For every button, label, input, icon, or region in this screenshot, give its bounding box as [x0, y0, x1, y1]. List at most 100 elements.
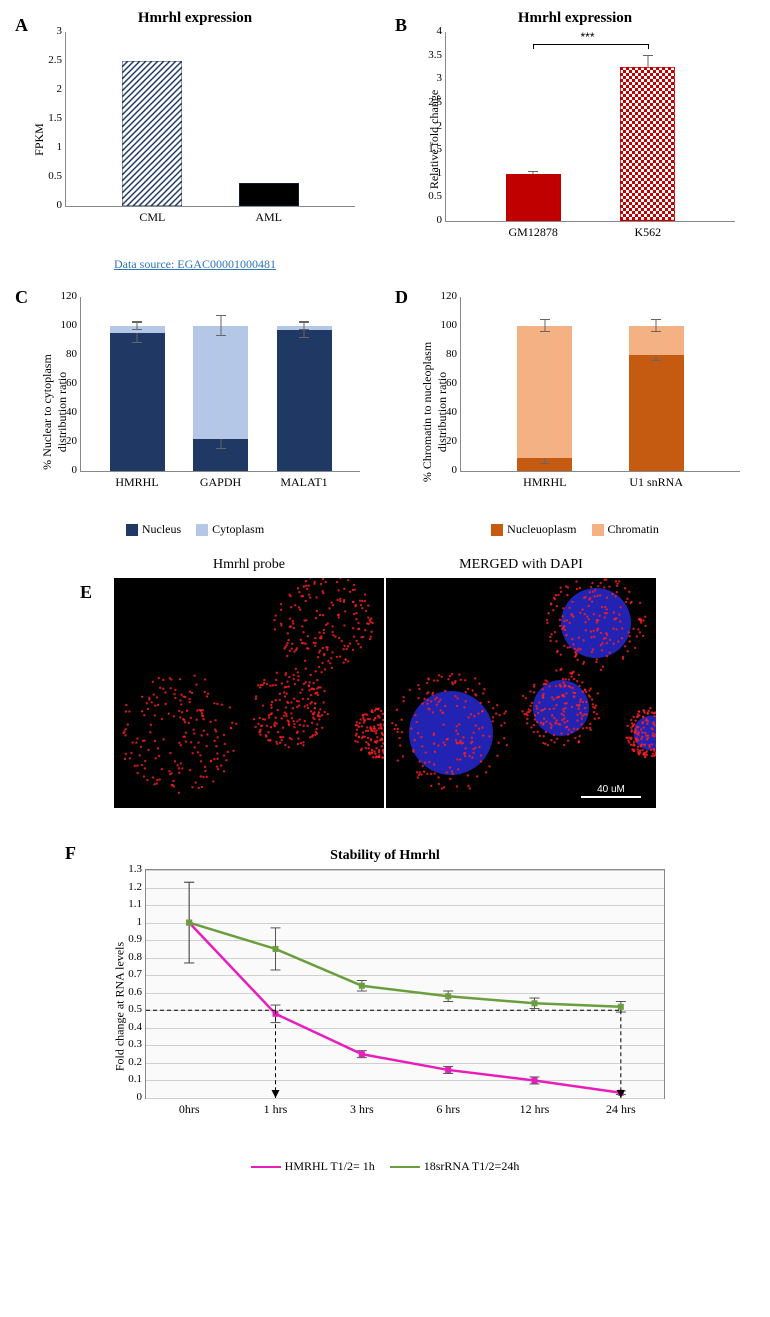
panel-b-label: B: [395, 15, 407, 36]
panel-a-label: A: [15, 15, 28, 36]
xcat: K562: [634, 225, 661, 240]
ytick: 0: [72, 464, 82, 476]
panel-f-plot: 00.10.20.30.40.50.60.70.80.911.11.21.30h…: [145, 869, 665, 1099]
panel-c-chart: % Nuclear to cytoplasm distribution rati…: [80, 297, 360, 497]
legend-item: Nucleuoplasm: [491, 522, 576, 537]
panel-f-title: Stability of Hmrhl: [85, 848, 685, 864]
panel-c-label: C: [15, 287, 28, 308]
panel-a-plot: 00.511.522.53CMLAML: [65, 32, 355, 207]
panel-b-chart: Relative fold change 00.511.522.533.54GM…: [445, 32, 735, 232]
panel-a-chart: FPKM 00.511.522.53CMLAML: [65, 32, 355, 232]
legend-item: Nucleus: [126, 522, 181, 537]
panel-d-label: D: [395, 287, 408, 308]
scalebar-line: [581, 796, 641, 798]
ytick: 0.5: [428, 190, 446, 202]
ytick: 2: [57, 83, 67, 95]
xcat: AML: [255, 210, 282, 225]
ytick: 1: [57, 141, 67, 153]
panel-f-legend: HMRHL T1/2= 1h18srRNA T1/2=24h: [85, 1159, 685, 1174]
panel-a-datasource: Data source: EGAC00001000481: [10, 257, 380, 272]
legend-item: Cytoplasm: [196, 522, 264, 537]
panel-b-plot: 00.511.522.533.54GM12878K562***: [445, 32, 735, 222]
panel-d-plot: 020406080100120HMRHLU1 snRNA: [460, 297, 740, 472]
xcat: GM12878: [508, 225, 557, 240]
microscopy-probe: [114, 578, 384, 808]
line-chart-svg: [146, 870, 664, 1098]
panel-a: A Hmrhl expression FPKM 00.511.522.53CML…: [10, 10, 380, 272]
ytick: 1.5: [428, 143, 446, 155]
ytick: 80: [66, 348, 81, 360]
bar: [122, 61, 182, 206]
xcat: HMRHL: [115, 475, 158, 490]
ytick: 0.9: [128, 933, 146, 945]
ytick: 40: [446, 406, 461, 418]
microscopy-svg: [386, 578, 656, 808]
row-ab: A Hmrhl expression FPKM 00.511.522.53CML…: [10, 10, 760, 272]
xcat: 0hrs: [179, 1102, 200, 1117]
panel-e-images: 40 uM: [10, 578, 760, 808]
bar-segment: [110, 333, 165, 471]
ytick: 4: [437, 25, 447, 37]
significance-stars: ***: [581, 30, 595, 44]
ytick: 0.4: [128, 1021, 146, 1033]
bar-segment: [517, 326, 572, 458]
ytick: 2.5: [428, 96, 446, 108]
ytick: 2.5: [48, 54, 66, 66]
xcat: HMRHL: [523, 475, 566, 490]
ytick: 0: [57, 199, 67, 211]
ytick: 1.2: [128, 881, 146, 893]
bar-segment: [629, 355, 684, 471]
xcat: GAPDH: [200, 475, 241, 490]
ytick: 3: [57, 25, 67, 37]
microscopy-merged: 40 uM: [386, 578, 656, 808]
ytick: 0.5: [128, 1003, 146, 1015]
ytick: 0.5: [48, 170, 66, 182]
ytick: 3: [437, 72, 447, 84]
ytick: 0.6: [128, 986, 146, 998]
ytick: 40: [66, 406, 81, 418]
ytick: 0: [437, 214, 447, 226]
panel-c-legend: Nucleus Cytoplasm: [10, 522, 380, 537]
panel-f-chart: Fold change at RNA levels 00.10.20.30.40…: [145, 869, 665, 1129]
scalebar-text: 40 uM: [597, 784, 625, 795]
xcat: 3 hrs: [350, 1102, 374, 1117]
ytick: 100: [61, 319, 82, 331]
bar-segment: [277, 330, 332, 471]
ytick: 0.1: [128, 1073, 146, 1085]
xcat: 1 hrs: [264, 1102, 288, 1117]
panel-d-chart: % Chromatin to nucleoplasm distribution …: [460, 297, 740, 497]
legend-item: 18srRNA T1/2=24h: [390, 1159, 520, 1174]
ytick: 100: [441, 319, 462, 331]
legend-item: Chromatin: [592, 522, 659, 537]
ytick: 60: [66, 377, 81, 389]
ytick: 2: [437, 120, 447, 132]
ytick: 1.1: [128, 898, 146, 910]
bar: [506, 174, 561, 221]
xcat: 6 hrs: [436, 1102, 460, 1117]
ytick: 80: [446, 348, 461, 360]
panel-f-ylabel: Fold change at RNA levels: [113, 937, 128, 1077]
ytick: 1.5: [48, 112, 66, 124]
significance-bar: [533, 44, 648, 45]
ytick: 0.7: [128, 968, 146, 980]
ytick: 1: [137, 916, 147, 928]
panel-c-plot: 020406080100120HMRHLGAPDHMALAT1: [80, 297, 360, 472]
figure: A Hmrhl expression FPKM 00.511.522.53CML…: [0, 0, 770, 1184]
panel-d: D % Chromatin to nucleoplasm distributio…: [390, 282, 760, 537]
row-cd: C % Nuclear to cytoplasm distribution ra…: [10, 282, 760, 537]
bar: [239, 183, 299, 206]
ytick: 0: [137, 1091, 147, 1103]
ytick: 120: [441, 290, 462, 302]
ytick: 120: [61, 290, 82, 302]
ytick: 1: [437, 167, 447, 179]
xcat: 24 hrs: [606, 1102, 636, 1117]
ytick: 3.5: [428, 49, 446, 61]
scalebar: 40 uM: [581, 784, 641, 798]
ytick: 20: [66, 435, 81, 447]
microscopy-svg: [114, 578, 384, 808]
panel-e: E Hmrhl probe MERGED with DAPI 40 uM: [10, 557, 760, 808]
panel-b: B Hmrhl expression Relative fold change …: [390, 10, 760, 272]
ytick: 1.3: [128, 863, 146, 875]
ytick: 20: [446, 435, 461, 447]
xcat: 12 hrs: [520, 1102, 550, 1117]
